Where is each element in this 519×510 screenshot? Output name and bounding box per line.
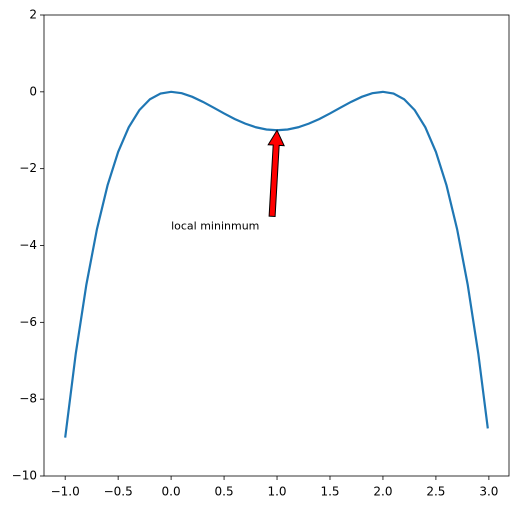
x-tick-label: 0.0 bbox=[162, 485, 181, 499]
x-tick-label: −0.5 bbox=[104, 485, 133, 499]
annotation-arrow bbox=[267, 129, 285, 217]
y-tick-label: −2 bbox=[19, 161, 37, 175]
x-tick-label: 3.0 bbox=[479, 485, 498, 499]
x-tick-label: −1.0 bbox=[51, 485, 80, 499]
y-tick-label: −6 bbox=[19, 315, 37, 329]
x-tick-label: 2.5 bbox=[426, 485, 445, 499]
plot-frame bbox=[43, 14, 510, 477]
x-tick-label: 2.0 bbox=[373, 485, 392, 499]
y-tick-label: −10 bbox=[12, 469, 37, 483]
x-tick-label: 1.5 bbox=[320, 485, 339, 499]
y-tick-label: 2 bbox=[29, 8, 37, 22]
y-tick-label: −4 bbox=[19, 238, 37, 252]
y-tick-label: 0 bbox=[29, 84, 37, 98]
annotation-text: local mininmum bbox=[171, 219, 259, 232]
x-tick-label: 1.0 bbox=[267, 485, 286, 499]
y-tick-label: −8 bbox=[19, 392, 37, 406]
x-tick-label: 0.5 bbox=[215, 485, 234, 499]
